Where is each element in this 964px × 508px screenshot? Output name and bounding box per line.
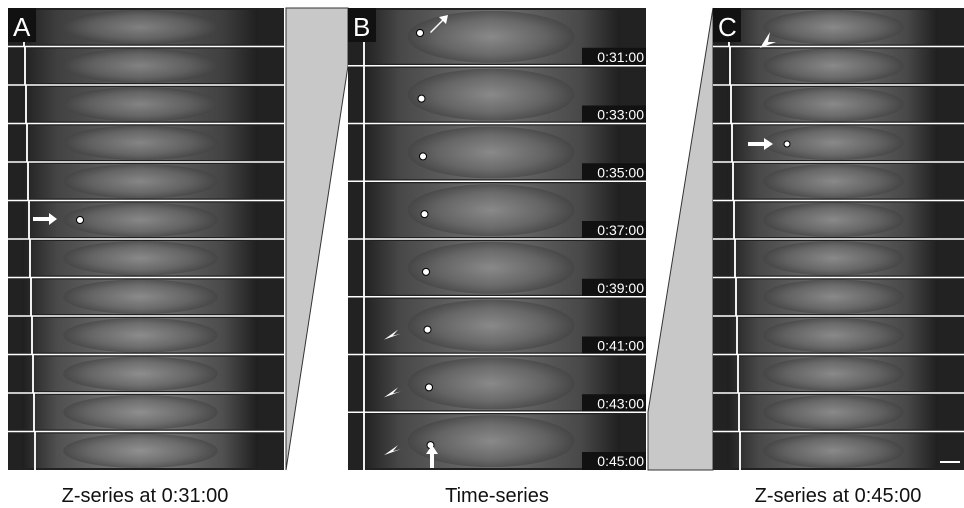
tracked-cell <box>420 210 429 219</box>
signal-glow <box>763 279 904 315</box>
signal-glow <box>63 202 218 238</box>
arrow <box>430 15 448 33</box>
tracked-cell <box>417 94 426 103</box>
timestamp-bg <box>582 452 646 470</box>
signal-glow <box>63 9 218 45</box>
timestamp: 0:45:00 <box>597 453 644 469</box>
panel-label: A <box>13 12 31 42</box>
tracked-cell <box>419 152 427 161</box>
label-bg <box>713 8 741 42</box>
panel-c: C <box>713 8 964 470</box>
signal-glow <box>407 357 575 410</box>
panel-a: A <box>8 8 284 470</box>
timestamp-bg <box>582 47 646 66</box>
arrow <box>748 138 773 150</box>
signal-glow <box>63 163 218 199</box>
label-bg <box>348 8 376 42</box>
timestamp: 0:37:00 <box>597 222 644 238</box>
timestamp-bg <box>582 394 646 413</box>
panel-label: C <box>718 12 737 42</box>
signal-glow <box>63 279 218 315</box>
tracked-cell <box>416 29 424 37</box>
tracked-cell <box>425 383 433 392</box>
signal-glow <box>763 202 904 238</box>
signal-glow <box>63 433 218 469</box>
signal-glow <box>763 163 904 199</box>
label-bg <box>8 8 36 42</box>
timestamp-bg <box>582 163 646 182</box>
signal-glow <box>407 184 575 237</box>
arrowhead <box>384 445 401 456</box>
signal-glow <box>407 68 575 121</box>
panel-label: B <box>353 12 370 42</box>
signal-glow <box>63 48 218 84</box>
signal-glow <box>407 299 575 352</box>
zoom-connector <box>285 7 349 471</box>
panel-b: 0:31:00 0:33:00 0:35:00 0:37:00 0:39:00 0:41:… <box>348 8 646 470</box>
arrowhead <box>760 32 776 48</box>
arrow <box>33 213 57 225</box>
timestamp: 0:35:00 <box>597 164 644 180</box>
panel-caption: Z-series at 0:31:00 <box>62 485 229 507</box>
signal-glow <box>763 356 904 392</box>
signal-glow <box>763 125 904 161</box>
signal-glow <box>763 433 904 469</box>
timestamp: 0:43:00 <box>597 395 644 411</box>
panel-caption: Time-series <box>445 485 549 507</box>
arrowhead <box>384 329 401 340</box>
signal-glow <box>63 317 218 353</box>
timestamp-bg <box>582 336 646 355</box>
signal-glow <box>63 394 218 430</box>
signal-glow <box>63 125 218 161</box>
timestamp-bg <box>582 278 646 297</box>
tracked-cell <box>783 140 791 148</box>
timestamp: 0:33:00 <box>597 107 644 123</box>
signal-glow <box>63 356 218 392</box>
timestamp-bg <box>582 105 646 124</box>
signal-glow <box>763 9 904 45</box>
signal-glow <box>63 86 218 122</box>
timestamp: 0:31:00 <box>597 49 644 65</box>
tracked-cell <box>423 325 432 334</box>
panel-caption: Z-series at 0:45:00 <box>755 485 922 507</box>
signal-glow <box>763 240 904 276</box>
timestamp-bg <box>582 221 646 239</box>
signal-glow <box>763 317 904 353</box>
signal-glow <box>407 415 575 468</box>
signal-glow <box>63 240 218 276</box>
timestamp: 0:39:00 <box>597 280 644 296</box>
tracked-cell <box>422 267 430 276</box>
timestamp: 0:41:00 <box>597 338 644 354</box>
signal-glow <box>763 86 904 122</box>
signal-glow <box>763 48 904 84</box>
signal-glow <box>763 394 904 430</box>
signal-glow <box>407 126 575 179</box>
signal-glow <box>407 10 575 63</box>
zoom-connector <box>647 7 714 471</box>
arrowhead <box>384 387 401 398</box>
arrow <box>426 445 438 468</box>
tracked-cell <box>76 216 84 224</box>
signal-glow <box>407 241 575 294</box>
